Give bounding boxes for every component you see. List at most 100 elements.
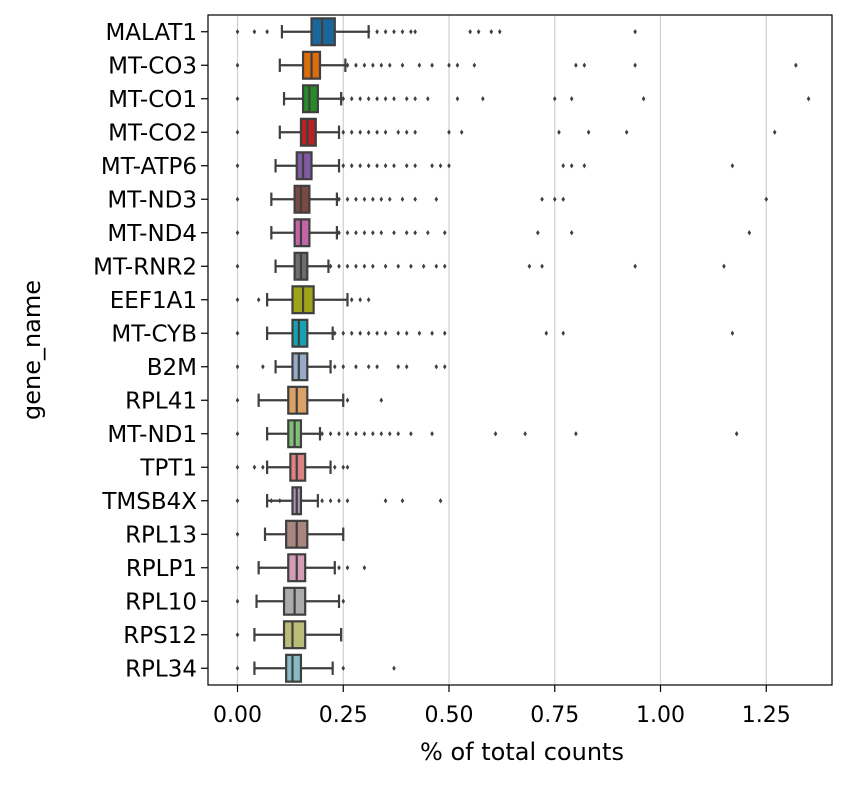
y-tick-label: B2M [147, 355, 197, 381]
outlier-point [261, 464, 265, 470]
outlier-point [574, 431, 578, 437]
outlier-point [332, 464, 337, 470]
outlier-point [341, 464, 346, 470]
outlier-point [540, 196, 544, 202]
outlier-point [383, 163, 388, 169]
outlier-point [400, 196, 405, 202]
outlier-point [328, 498, 333, 504]
box-mt-nd3 [235, 184, 769, 214]
outlier-point [569, 230, 574, 236]
outlier-point [235, 464, 240, 470]
outlier-point [332, 330, 337, 336]
outlier-point [434, 196, 439, 202]
outlier-point [341, 665, 346, 671]
outlier-point [345, 263, 350, 269]
outlier-point [332, 364, 337, 370]
outlier-point [362, 263, 367, 269]
outlier-point [476, 29, 481, 35]
outlier-point [383, 129, 388, 135]
outlier-point [434, 364, 439, 370]
outlier-point [747, 230, 752, 236]
outlier-point [337, 498, 341, 504]
outlier-point [633, 263, 637, 269]
outlier-point [320, 431, 324, 437]
outlier-point [409, 431, 413, 437]
box-rpl10 [235, 586, 346, 616]
outlier-point [366, 96, 371, 102]
y-tick-label: RPL13 [125, 522, 197, 548]
y-tick-label: MALAT1 [105, 20, 197, 46]
outlier-point [455, 96, 460, 102]
outlier-point [354, 263, 358, 269]
outlier-point [392, 163, 396, 169]
outlier-point [235, 230, 240, 236]
outlier-point [358, 163, 362, 169]
x-tick-label: 1.00 [636, 703, 685, 728]
box-malat1 [235, 17, 637, 47]
outlier-point [404, 364, 409, 370]
outlier-point [379, 230, 384, 236]
outlier-point [383, 330, 388, 336]
outlier-point [396, 263, 401, 269]
outlier-point [430, 163, 434, 169]
box-mt-co1 [235, 84, 811, 114]
outlier-point [557, 129, 561, 135]
gridlines [236, 15, 767, 685]
outlier-point [426, 230, 430, 236]
y-tick-label: TMSB4X [101, 489, 197, 515]
outlier-point [345, 464, 350, 470]
outlier-point [569, 163, 574, 169]
outlier-point [417, 330, 422, 336]
outlier-point [345, 565, 350, 571]
outlier-point [468, 29, 472, 35]
outlier-point [358, 129, 362, 135]
y-tick-label: RPLP1 [126, 556, 197, 582]
x-tick-label: 1.25 [742, 703, 791, 728]
outlier-point [235, 163, 240, 169]
outlier-point [497, 29, 502, 35]
x-tick-label: 0.50 [425, 703, 474, 728]
outlier-point [371, 62, 375, 68]
outlier-point [379, 196, 384, 202]
outlier-point [523, 431, 527, 437]
y-tick-label: MT-ND3 [107, 187, 197, 213]
outlier-point [265, 29, 269, 35]
outlier-point [438, 163, 443, 169]
y-tick-label: MT-ND4 [107, 221, 197, 247]
outlier-point [438, 498, 443, 504]
outlier-point [341, 96, 346, 102]
outlier-point [442, 364, 447, 370]
box-mt-co2 [235, 117, 777, 147]
outlier-point [409, 29, 413, 35]
outlier-point [552, 96, 557, 102]
outlier-point [447, 129, 451, 135]
outlier-point [472, 62, 477, 68]
outlier-point [235, 62, 240, 68]
outlier-point [641, 96, 646, 102]
box-eef1a1 [235, 285, 371, 315]
outlier-point [366, 330, 371, 336]
y-tick-label: RPL41 [125, 388, 197, 414]
outlier-point [730, 163, 735, 169]
outlier-point [341, 163, 346, 169]
box-rpl41 [235, 385, 384, 415]
outlier-point [235, 297, 240, 303]
outlier-point [434, 263, 439, 269]
plot-frame [207, 14, 833, 686]
outlier-point [447, 163, 451, 169]
outlier-point [354, 364, 358, 370]
outlier-point [481, 96, 485, 102]
outlier-point [328, 263, 333, 269]
outlier-point [400, 498, 405, 504]
y-tick-label: MT-CYB [111, 321, 197, 347]
outlier-point [349, 129, 354, 135]
outlier-point [366, 297, 371, 303]
outlier-point [349, 96, 354, 102]
outlier-point [447, 62, 451, 68]
outlier-point [366, 364, 371, 370]
outlier-point [358, 96, 362, 102]
outlier-point [252, 464, 257, 470]
outlier-point [366, 129, 371, 135]
